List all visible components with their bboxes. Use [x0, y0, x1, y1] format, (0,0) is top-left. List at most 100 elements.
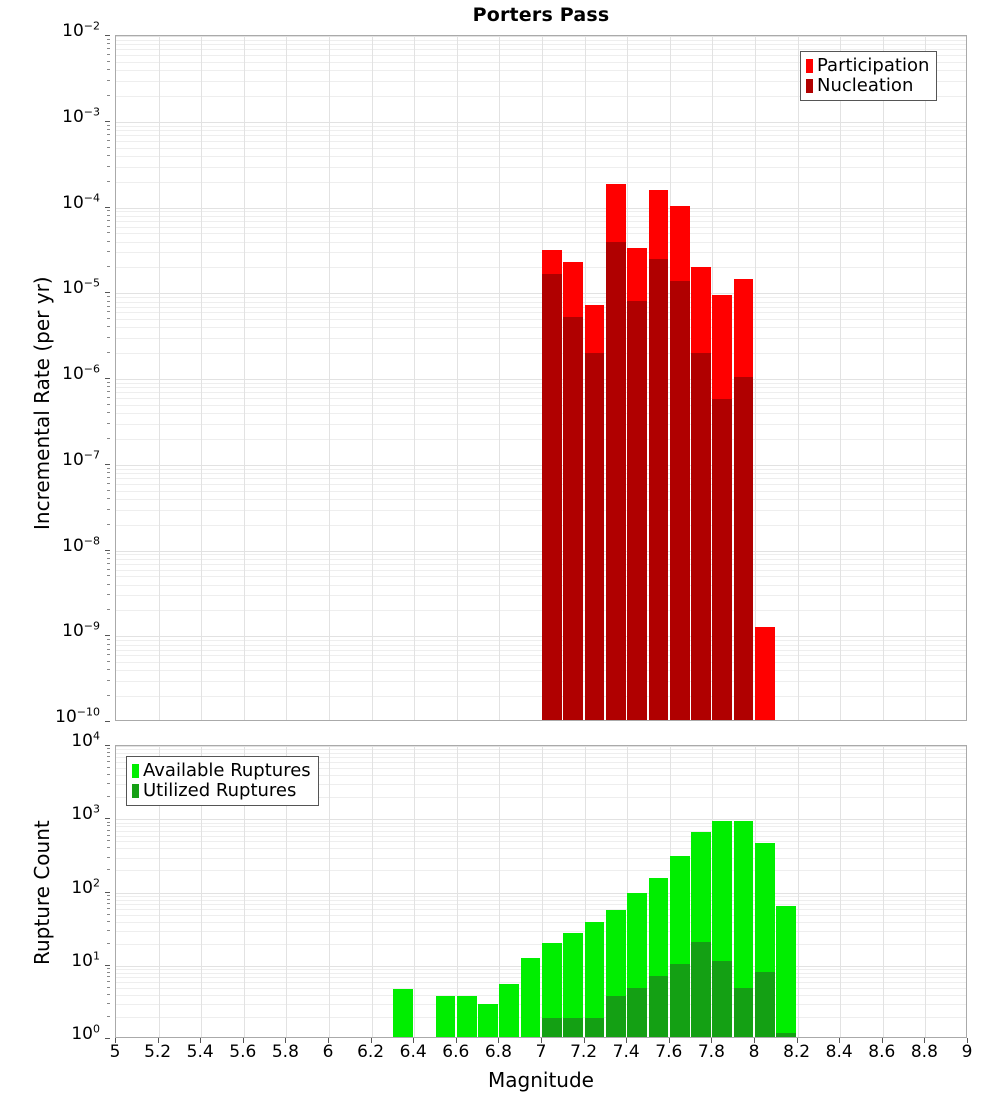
y-tick-mark: [107, 981, 110, 982]
gridline-horizontal: [116, 775, 966, 777]
y-tick-mark: [105, 206, 110, 208]
y-tick-label: 10−8: [62, 533, 100, 556]
gridline-vertical: [755, 36, 756, 720]
y-tick-mark: [107, 43, 110, 45]
y-tick-mark: [107, 680, 110, 682]
page-title: Porters Pass: [472, 4, 610, 26]
rupture-count-legend: Available Ruptures Utilized Ruptures: [126, 756, 319, 807]
y-tick-mark: [107, 214, 110, 216]
y-tick-mark: [107, 913, 110, 915]
rupture-count-legend-entry: Available Ruptures: [132, 760, 311, 781]
gridline-horizontal: [116, 490, 966, 492]
gridline-horizontal: [116, 353, 966, 355]
top-y-axis: 10−2 10−3 10−4 10−5 10−6 10−7 10−8 10−9 10−10: [0, 20, 110, 726]
y-tick-mark: [105, 549, 110, 551]
y-tick-mark: [107, 748, 110, 750]
y-tick-mark: [105, 35, 110, 36]
y-tick-label: 10−2: [62, 19, 100, 41]
y-tick-mark: [107, 661, 110, 663]
y-tick-mark: [107, 318, 110, 320]
x-tick-mark: [668, 1038, 670, 1043]
gridline-horizontal: [116, 1016, 966, 1018]
legend-label: Participation: [817, 55, 930, 76]
gridline-horizontal: [116, 987, 966, 989]
y-tick-mark: [107, 232, 110, 234]
y-tick-label: 10−6: [62, 362, 100, 384]
bar-incremental-rate-nucleation: [691, 353, 711, 720]
gridline-vertical: [414, 36, 416, 720]
y-tick-mark: [107, 403, 110, 405]
gridline-vertical: [456, 746, 458, 1037]
bar-incremental-rate-nucleation: [563, 317, 584, 720]
y-tick-mark: [107, 767, 110, 769]
y-tick-mark: [107, 240, 110, 242]
y-tick-mark: [107, 847, 110, 849]
bar-incremental-rate-nucleation: [542, 273, 562, 720]
x-tick-label: 5.6: [229, 1042, 257, 1062]
y-tick-mark: [107, 508, 110, 510]
bar-rupture-count-utilized: [648, 976, 669, 1037]
incremental-rate-plot-area: [115, 35, 967, 721]
y-tick-mark: [107, 993, 110, 995]
y-tick-mark: [107, 796, 110, 798]
gridline-horizontal: [116, 930, 966, 932]
gridline-vertical: [797, 36, 799, 720]
y-tick-mark: [107, 825, 110, 827]
gridline-vertical: [201, 746, 203, 1037]
gridline-vertical: [499, 36, 501, 720]
gridline-horizontal: [116, 319, 966, 321]
bar-rupture-count-utilized: [733, 988, 754, 1037]
y-tick-mark: [107, 1003, 110, 1005]
gridline-horizontal: [116, 61, 966, 63]
gridline-horizontal: [116, 649, 966, 651]
bar-incremental-rate-nucleation: [669, 281, 690, 720]
gridline-horizontal: [116, 80, 966, 82]
x-tick-mark: [839, 1038, 841, 1043]
bar-incremental-rate-nucleation: [733, 377, 754, 720]
legend-label: Available Ruptures: [143, 760, 311, 781]
y-tick-label: 10−10: [55, 705, 100, 727]
x-tick-mark: [115, 1038, 116, 1043]
gridline-horizontal: [116, 392, 966, 394]
gridline-vertical: [243, 36, 245, 720]
top-y-axis-label: Incremental Rate (per yr): [30, 276, 54, 530]
legend-swatch-icon: [132, 784, 139, 799]
x-tick-mark: [157, 1038, 159, 1043]
y-tick-mark: [107, 986, 110, 988]
gridline-horizontal: [116, 379, 966, 380]
gridline-horizontal: [116, 121, 966, 123]
gridline-vertical: [243, 746, 245, 1037]
gridline-horizontal: [116, 822, 966, 824]
bar-rupture-count-utilized: [776, 1032, 797, 1037]
x-tick-label: 6.8: [484, 1042, 512, 1062]
bar-incremental-rate-nucleation: [648, 258, 669, 720]
legend-label: Nucleation: [817, 75, 914, 97]
x-tick-label: 6.4: [399, 1042, 427, 1062]
gridline-horizontal: [116, 483, 966, 485]
gridline-vertical: [797, 746, 799, 1037]
gridline-horizontal: [116, 498, 966, 500]
gridline-horizontal: [116, 636, 966, 638]
y-tick-mark: [107, 165, 110, 167]
y-tick-mark: [107, 60, 110, 62]
x-tick-label: 6.2: [357, 1042, 385, 1062]
gridline-horizontal: [116, 306, 966, 308]
gridline-horizontal: [116, 899, 966, 901]
y-tick-label: 10−9: [62, 619, 100, 642]
gridline-vertical: [456, 36, 458, 720]
y-tick-mark: [107, 669, 110, 671]
gridline-horizontal: [116, 207, 966, 209]
gridline-horizontal: [116, 55, 966, 57]
gridline-horizontal: [116, 36, 966, 37]
x-tick-mark: [498, 1038, 500, 1043]
y-tick-mark: [105, 292, 110, 294]
gridline-horizontal: [116, 662, 966, 664]
y-tick-mark: [107, 583, 110, 585]
y-tick-mark: [105, 964, 110, 966]
bar-rupture-count-utilized: [605, 996, 626, 1037]
gridline-horizontal: [116, 610, 966, 612]
y-tick-mark: [107, 422, 110, 424]
gridline-horizontal: [116, 550, 966, 552]
y-tick-mark: [107, 326, 110, 328]
y-tick-mark: [107, 79, 110, 81]
